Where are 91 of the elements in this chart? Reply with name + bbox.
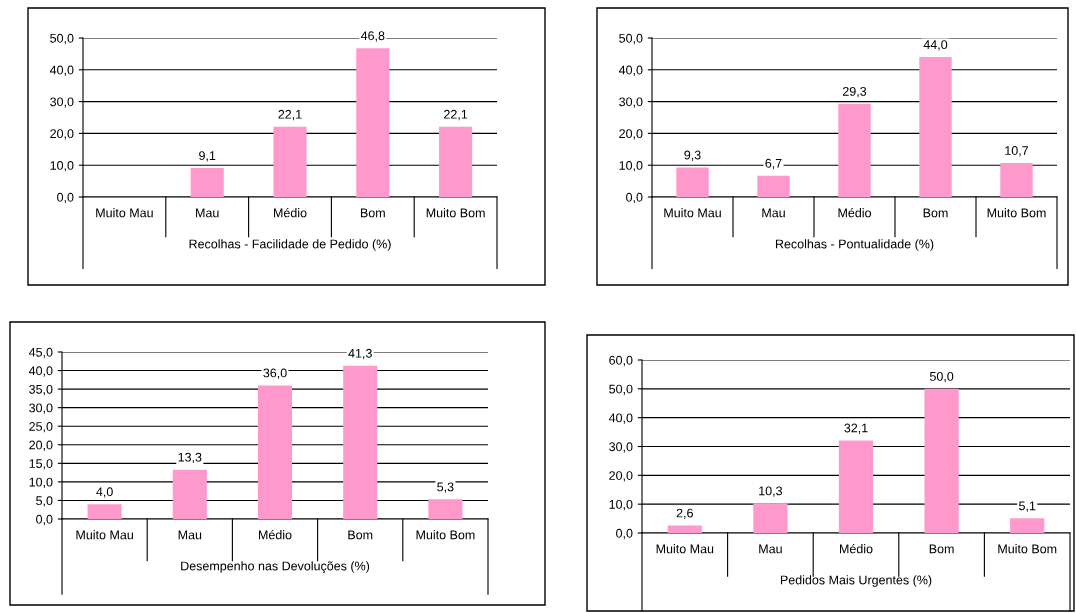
y-tick-label: 0,0: [616, 528, 633, 540]
bar: [1000, 162, 1033, 197]
bar: [676, 167, 709, 197]
bar: [439, 126, 473, 197]
x-tick-label: Mau: [762, 208, 785, 218]
data-label: 41,3: [348, 348, 372, 360]
bar: [753, 503, 788, 533]
data-label: 29,3: [842, 86, 867, 98]
x-tick-label: Bom: [348, 530, 373, 540]
bar: [919, 57, 952, 197]
x-tick-label: Médio: [840, 543, 873, 554]
x-tick-label: Bom: [929, 544, 954, 554]
y-tick-label: 10,0: [29, 477, 53, 489]
y-tick-label: 25,0: [29, 422, 53, 433]
x-axis-title: Recolhas - Pontualidade (%): [775, 239, 934, 251]
data-label: 44,0: [923, 40, 948, 51]
y-tick-label: 50,0: [50, 33, 74, 45]
x-tick-label: Muito Mau: [96, 208, 153, 218]
y-tick-label: 30,0: [609, 442, 633, 453]
data-label: 22,1: [278, 109, 302, 121]
y-tick-label: 10,0: [50, 161, 74, 172]
data-label: 10,7: [1005, 146, 1029, 157]
data-label: 9,3: [684, 150, 701, 161]
y-tick-label: 30,0: [29, 403, 53, 414]
data-label: 36,0: [263, 368, 287, 379]
x-tick-label: Muito Mau: [656, 544, 714, 554]
x-tick-label: Mau: [178, 530, 202, 540]
y-tick-label: 50,0: [609, 384, 633, 395]
bar: [838, 103, 871, 197]
bar: [343, 365, 378, 519]
data-label: 9,1: [199, 151, 216, 162]
bar: [273, 126, 307, 197]
y-tick-label: 60,0: [609, 355, 633, 367]
bar: [1010, 518, 1045, 533]
bar: [757, 175, 790, 197]
data-label: 2,6: [676, 508, 693, 519]
x-axis-title: Recolhas - Facilidade de Pedido (%): [189, 239, 391, 251]
y-tick-label: 30,0: [619, 97, 643, 108]
x-tick-label: Médio: [259, 529, 292, 540]
y-tick-label: 0,0: [36, 514, 53, 526]
x-axis-title: Desempenho nas Devoluções (%): [181, 561, 370, 573]
y-tick-label: 20,0: [50, 129, 74, 140]
y-tick-label: 50,0: [619, 33, 643, 45]
bar: [356, 48, 390, 197]
data-label: 5,3: [437, 482, 454, 493]
y-tick-label: 0,0: [626, 192, 643, 204]
x-tick-label: Muito Bom: [998, 544, 1057, 554]
y-tick-label: 0,0: [57, 192, 74, 204]
bar: [190, 168, 224, 197]
y-tick-label: 40,0: [608, 413, 633, 424]
x-tick-label: Muito Bom: [987, 208, 1046, 218]
bar: [428, 499, 463, 519]
data-label: 5,1: [1019, 501, 1036, 512]
x-tick-label: Médio: [274, 207, 307, 218]
y-tick-label: 5,0: [36, 496, 53, 507]
data-label: 6,7: [765, 158, 782, 170]
bar: [924, 388, 959, 533]
x-tick-label: Médio: [838, 207, 871, 218]
data-label: 13,3: [178, 452, 202, 464]
bar: [172, 469, 207, 519]
bar: [838, 440, 874, 533]
x-tick-label: Muito Bom: [426, 208, 485, 218]
y-tick-label: 20,0: [29, 440, 53, 451]
x-axis-title: Pedidos Mais Urgentes (%): [780, 575, 932, 587]
y-tick-label: 40,0: [49, 65, 74, 76]
data-label: 50,0: [929, 371, 954, 383]
y-tick-label: 30,0: [50, 97, 74, 108]
bar: [667, 525, 702, 533]
bar: [87, 504, 122, 519]
bar: [257, 385, 293, 519]
data-label: 4,0: [96, 487, 113, 498]
x-tick-label: Mau: [759, 544, 782, 554]
x-tick-label: Bom: [360, 208, 385, 218]
y-tick-label: 35,0: [29, 384, 53, 396]
data-label: 22,1: [444, 109, 468, 121]
x-tick-label: Muito Mau: [76, 530, 133, 540]
data-label: 46,8: [360, 31, 385, 42]
y-tick-label: 40,0: [28, 366, 53, 377]
data-label: 32,1: [844, 423, 868, 434]
y-tick-label: 10,0: [609, 499, 633, 511]
x-tick-label: Bom: [923, 208, 948, 218]
y-tick-label: 40,0: [618, 65, 643, 76]
y-tick-label: 15,0: [29, 459, 53, 470]
y-tick-label: 20,0: [609, 471, 633, 482]
x-tick-label: Muito Mau: [664, 208, 721, 218]
x-tick-label: Mau: [196, 208, 219, 218]
x-tick-label: Muito Bom: [416, 530, 475, 540]
y-tick-label: 20,0: [619, 129, 643, 140]
y-tick-label: 45,0: [28, 347, 53, 359]
data-label: 10,3: [759, 486, 783, 497]
y-tick-label: 10,0: [619, 161, 643, 172]
